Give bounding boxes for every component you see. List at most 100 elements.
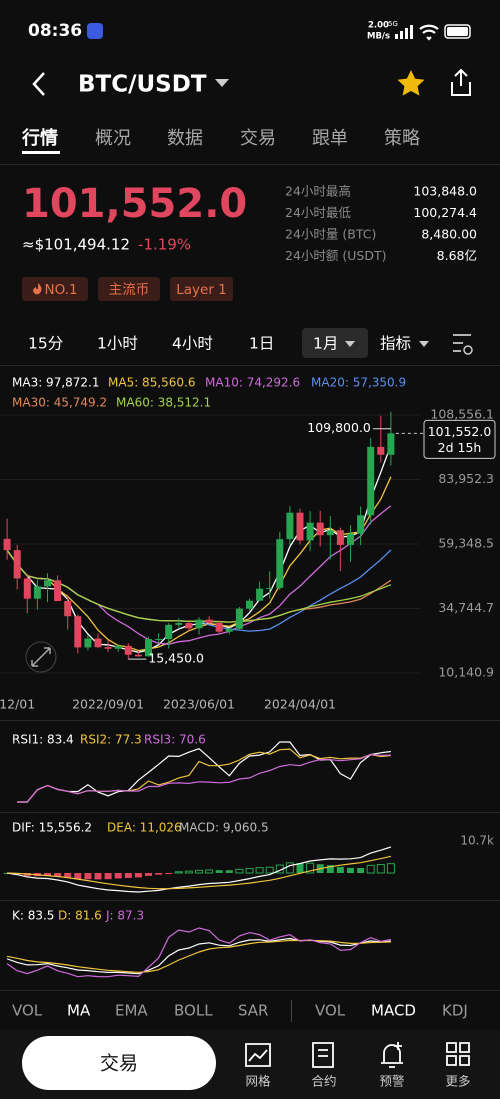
stat-value: 103,848.0 bbox=[413, 184, 477, 199]
bottom-item-label[interactable]: 网格 bbox=[245, 1074, 271, 1089]
candle-body bbox=[155, 639, 163, 641]
bottom-items: 网格 合约 预警 更多 bbox=[245, 1074, 470, 1089]
macd-bar bbox=[366, 864, 375, 874]
contract-icon[interactable] bbox=[312, 1042, 334, 1068]
macd-bar bbox=[357, 867, 365, 873]
tab[interactable]: 跟单 bbox=[312, 128, 348, 149]
indicator-tab[interactable]: KDJ bbox=[442, 1002, 468, 1020]
tab[interactable]: 交易 bbox=[240, 128, 276, 149]
interval-selected bbox=[302, 328, 368, 358]
interval[interactable]: 4小时 bbox=[172, 335, 213, 353]
grid-icon[interactable] bbox=[245, 1043, 271, 1067]
battery-level bbox=[447, 27, 468, 36]
candle-body bbox=[347, 533, 354, 545]
divider bbox=[0, 990, 500, 991]
candle-body bbox=[316, 522, 324, 536]
candle-body bbox=[185, 623, 193, 629]
tab[interactable]: 概况 bbox=[95, 128, 131, 149]
tab[interactable]: 数据 bbox=[167, 128, 203, 149]
ma-legend: MA20: 57,350.9 bbox=[311, 376, 406, 390]
pair-title[interactable]: BTC/USDT bbox=[78, 72, 207, 98]
macd-bar bbox=[306, 862, 315, 874]
indicator-tab[interactable]: BOLL bbox=[174, 1002, 213, 1020]
candle-body bbox=[33, 586, 41, 599]
candle-body bbox=[326, 530, 334, 536]
x-tick-label: 12/01 bbox=[0, 697, 35, 712]
max-label: 109,800.0 bbox=[307, 420, 371, 435]
indicator-legend: D: 81.6 bbox=[58, 909, 102, 923]
indicator-legend: RSI2: 77.3 bbox=[80, 733, 142, 747]
trade-button-label[interactable]: 交易 bbox=[100, 1053, 138, 1075]
alert-icon[interactable] bbox=[381, 1042, 403, 1068]
macd-bar bbox=[376, 864, 385, 874]
macd-bar bbox=[336, 866, 344, 873]
macd-axis-label: 10.7k bbox=[460, 834, 494, 848]
favorite-star[interactable] bbox=[397, 70, 425, 96]
candle-body bbox=[235, 608, 243, 629]
d-line bbox=[6, 939, 391, 973]
chart-settings[interactable] bbox=[453, 334, 471, 352]
indicator-legend: DIF: 15,556.2 bbox=[12, 821, 92, 835]
indicator-panels: RSI1: 83.4 RSI2: 77.3 RSI3: 70.6 DIF: 15,55… bbox=[3, 733, 494, 978]
tab[interactable]: 行情 bbox=[21, 127, 58, 149]
indicator-tab[interactable]: MACD bbox=[371, 1002, 416, 1020]
interval[interactable]: 1月 bbox=[313, 335, 338, 353]
candle-body bbox=[44, 580, 51, 587]
divider bbox=[0, 164, 500, 165]
macd-bar bbox=[74, 873, 82, 880]
indicator-tab[interactable]: EMA bbox=[115, 1002, 148, 1020]
indicator-tab[interactable]: SAR bbox=[238, 1002, 268, 1020]
macd-bar bbox=[145, 873, 152, 876]
macd-bar bbox=[235, 868, 244, 874]
last-price-box bbox=[423, 419, 496, 459]
share-button[interactable] bbox=[451, 68, 471, 96]
candle-body bbox=[175, 623, 183, 625]
macd-bar bbox=[134, 873, 142, 878]
bottom-item-label[interactable]: 合约 bbox=[311, 1074, 336, 1089]
more-icon[interactable] bbox=[446, 1042, 470, 1066]
indicator-legend: K: 83.5 bbox=[12, 909, 54, 923]
tag: 主流币 bbox=[109, 282, 150, 298]
candle-body bbox=[336, 530, 344, 545]
candle-body bbox=[23, 578, 31, 599]
expand-icon[interactable] bbox=[31, 647, 51, 667]
x-tick-label: 2022/09/01 bbox=[72, 697, 144, 712]
interval[interactable]: 1小时 bbox=[97, 335, 138, 353]
tab[interactable]: 策略 bbox=[384, 128, 420, 149]
candle-body bbox=[54, 580, 62, 602]
candle-body bbox=[145, 639, 152, 657]
ma-legend: MA3: 97,872.1 bbox=[12, 376, 100, 390]
interval[interactable]: 指标 bbox=[380, 335, 411, 353]
indicator-legend: J: 87.3 bbox=[105, 909, 144, 923]
macd-bar bbox=[296, 863, 304, 873]
trade-button[interactable] bbox=[22, 1036, 216, 1090]
chart-settings-dot bbox=[463, 345, 473, 355]
x-tick-label: 2024/04/01 bbox=[264, 697, 336, 712]
indicator-tab[interactable]: VOL bbox=[315, 1002, 346, 1020]
last-price-tag: 101,552.0 bbox=[428, 424, 492, 439]
macd-bar bbox=[54, 873, 62, 877]
macd-bar bbox=[84, 873, 92, 880]
macd-bar bbox=[174, 871, 183, 874]
wifi-icon bbox=[419, 24, 439, 41]
back-button[interactable] bbox=[32, 72, 45, 96]
ma-legend: MA60: 38,512.1 bbox=[116, 396, 211, 410]
macd-bar bbox=[265, 866, 274, 874]
indicator-tab[interactable]: MA bbox=[67, 1002, 91, 1020]
y-tick-label: 34,744.7 bbox=[438, 600, 494, 615]
macd-bar bbox=[255, 867, 264, 874]
ma-legend: MA5: 85,560.6 bbox=[108, 376, 196, 390]
stat-label: 24小时额 (USDT) bbox=[285, 248, 386, 263]
pair-dropdown[interactable] bbox=[215, 79, 229, 87]
interval[interactable]: 1日 bbox=[249, 335, 274, 353]
divider bbox=[0, 900, 500, 901]
price-change: -1.19% bbox=[138, 236, 191, 254]
candle-body bbox=[64, 601, 72, 617]
expand-bg[interactable] bbox=[25, 641, 57, 673]
indicator-tab[interactable]: VOL bbox=[12, 1002, 43, 1020]
bottom-item-label[interactable]: 更多 bbox=[445, 1074, 470, 1089]
bottom-item-label[interactable]: 预警 bbox=[379, 1074, 404, 1089]
interval[interactable]: 15分 bbox=[28, 335, 63, 353]
rsi-line bbox=[17, 753, 391, 803]
